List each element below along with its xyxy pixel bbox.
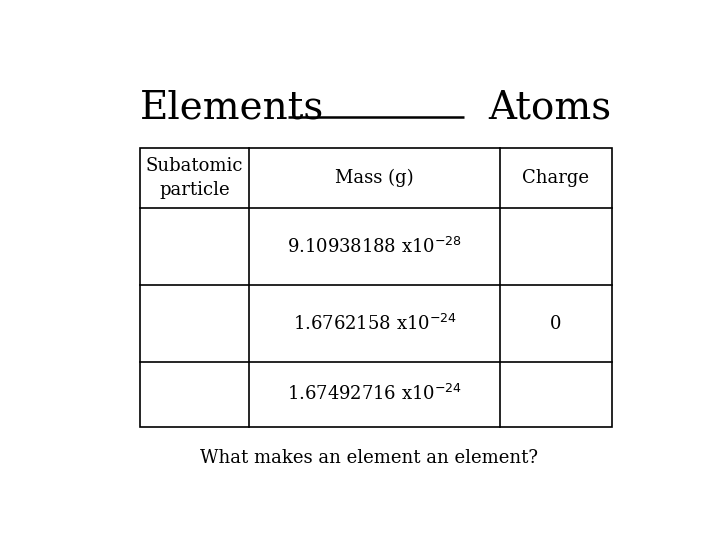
Text: Charge: Charge [523,169,590,187]
Text: Mass (g): Mass (g) [336,169,414,187]
Text: What makes an element an element?: What makes an element an element? [200,449,538,467]
Text: 9.10938188 x10$^{-28}$: 9.10938188 x10$^{-28}$ [287,237,462,256]
Text: Subatomic
particle: Subatomic particle [146,157,243,199]
Text: Atoms: Atoms [489,90,612,127]
Text: Elements: Elements [140,90,325,127]
Text: 1.6762158 x10$^{-24}$: 1.6762158 x10$^{-24}$ [292,314,456,334]
Text: 0: 0 [550,315,562,333]
Bar [140,148,612,427]
Text: 1.67492716 x10$^{-24}$: 1.67492716 x10$^{-24}$ [287,384,462,404]
